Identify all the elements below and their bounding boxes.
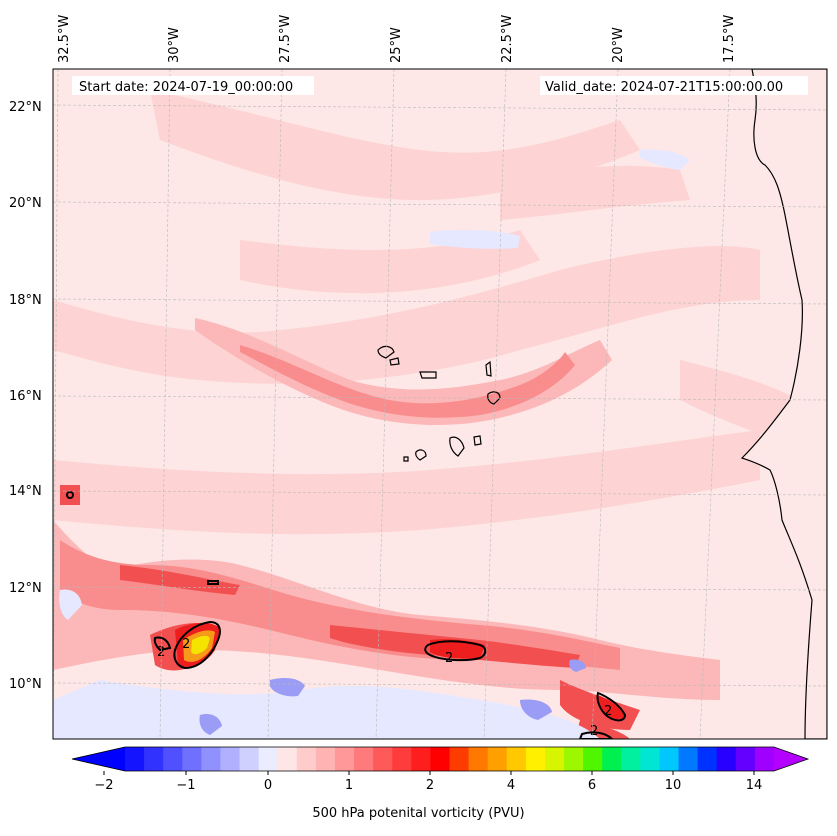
map-panel: 2 2 2 2 2 Start date: 2024-07-19_00:00:0… [53,69,827,739]
colorbar-outline [71,746,810,772]
colorbar-swatch [659,747,680,771]
colorbar-swatch [640,747,660,771]
contour-label: 2 [182,637,190,652]
longitude-labels: 32.5°W 30°W 27.5°W 25°W 22.5°W 20°W 17.5… [57,15,737,63]
lat-label-16n: 16°N [9,389,42,404]
map-frame [52,68,828,740]
colorbar-swatch [621,747,641,771]
colorbar-swatch [296,747,317,771]
colorbar-swatch [544,747,565,771]
colorbar-swatch [602,747,622,771]
colorbar-swatch [201,747,221,771]
colorbar-label: 500 hPa potenital vorticity (PVU) [312,806,525,821]
colorbar-extend-low [72,747,125,771]
contour-label: 2 [157,645,165,660]
pv-2-contours [66,491,627,739]
colorbar-swatch [678,747,699,771]
graticule [53,69,827,739]
colorbar-swatch [220,747,241,771]
colorbar-tick-label: 1 [345,778,353,793]
colorbar-swatch [525,747,546,771]
lat-label-14n: 14°N [9,484,42,499]
colorbar-tick-label: 2 [426,778,434,793]
colorbar: −2 −1 0 1 2 4 6 10 14 [71,746,810,793]
colorbar-tick-label: 4 [507,778,515,793]
lon-label-20w: 20°W [611,27,626,63]
lat-label-18n: 18°N [9,293,42,308]
colorbar-extend-high [774,747,808,771]
lat-label-22n: 22°N [9,100,42,115]
start-date-box [72,76,314,95]
lon-label-25w: 25°W [389,27,404,63]
contour-labels: 2 2 2 2 2 [157,637,612,739]
colorbar-swatch [697,747,718,771]
colorbar-swatch [716,747,737,771]
pv-negative-medium [199,659,586,735]
cape-verde-islands [377,345,501,462]
colorbar-tick-label: 10 [665,778,682,793]
lat-label-10n: 10°N [9,677,42,692]
colorbar-swatch [125,747,145,771]
colorbar-swatch [392,747,412,771]
colorbar-swatch [239,747,260,771]
pv-southern-medium [60,540,620,670]
contour-label: 2 [590,724,598,739]
colorbar-tick-label: −2 [94,778,113,793]
colorbar-tick-label: 14 [746,778,763,793]
colorbar-swatch [163,747,183,771]
colorbar-swatch [315,747,336,771]
colorbar-swatch [258,747,279,771]
valid-date-text: Valid_date: 2024-07-21T15:00:00.00 [545,80,783,95]
lon-label-22-5w: 22.5°W [500,15,515,63]
pv-yellow [191,635,210,655]
colorbar-swatch [468,747,489,771]
lat-label-20n: 20°N [9,196,42,211]
colorbar-swatch [754,747,775,771]
latitude-labels: 22°N 20°N 18°N 16°N 14°N 12°N 10°N [9,100,42,692]
pv-band-medium [240,345,575,418]
colorbar-swatch [373,747,393,771]
colorbar-swatch [182,747,202,771]
colorbar-tick-label: 0 [264,778,272,793]
contour-label: 2 [604,704,612,719]
start-date-text: Start date: 2024-07-19_00:00:00 [79,80,293,95]
lon-label-32-5w: 32.5°W [57,15,72,63]
lon-label-27-5w: 27.5°W [278,15,293,63]
colorbar-swatch [334,747,355,771]
valid-date-box [540,76,808,95]
colorbar-swatch [564,747,584,771]
colorbar-swatch [487,747,508,771]
colorbar-tick-label: −1 [176,778,195,793]
colorbar-swatch [277,747,298,771]
pv-negative-light [53,149,690,739]
colorbar-tick-label: 6 [588,778,596,793]
lon-label-17-5w: 17.5°W [722,15,737,63]
contour-label: 2 [445,651,453,666]
lon-label-30w: 30°W [167,27,182,63]
colorbar-swatch [735,747,756,771]
lat-label-12n: 12°N [9,581,42,596]
colorbar-swatch [411,747,431,771]
colorbar-swatch [144,747,164,771]
africa-landmass [740,69,827,739]
colorbar-swatch [449,747,470,771]
colorbar-swatch [354,747,374,771]
colorbar-swatch [430,747,450,771]
colorbar-swatch [583,747,603,771]
colorbar-swatch [506,747,527,771]
